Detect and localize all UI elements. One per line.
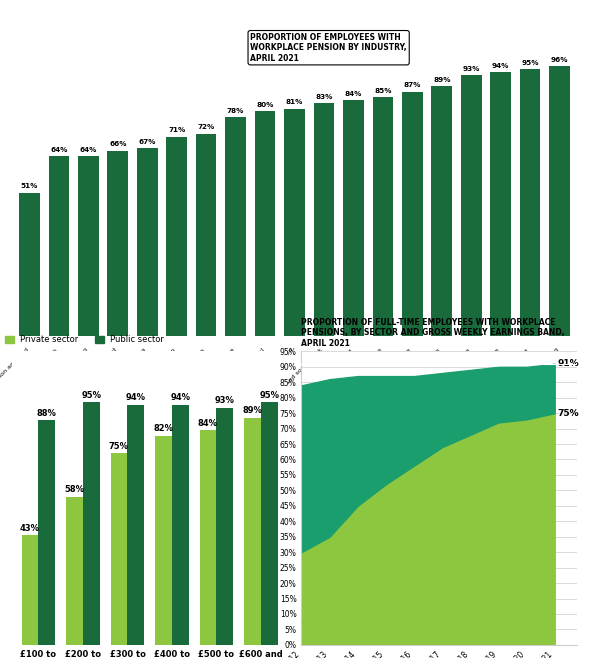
Text: Health and social work: Health and social work	[270, 347, 324, 401]
Text: Arts and entertainment: Arts and entertainment	[62, 347, 118, 403]
Bar	[172, 405, 189, 645]
Bar	[155, 436, 172, 645]
Text: 88%: 88%	[37, 409, 57, 418]
Bar	[78, 157, 98, 336]
Text: Agriculture, forestry and fishing: Agriculture, forestry and fishing	[14, 347, 88, 421]
Text: 89%: 89%	[243, 406, 262, 415]
Bar	[111, 453, 127, 645]
Text: 96%: 96%	[551, 57, 568, 63]
Text: 94%: 94%	[492, 63, 509, 68]
Bar	[127, 405, 144, 645]
Text: 64%: 64%	[50, 147, 68, 153]
Text: 75%: 75%	[109, 442, 129, 451]
Legend: Private sector, Public sector: Private sector, Public sector	[2, 332, 168, 347]
Bar	[431, 86, 452, 336]
Text: Transport and storage: Transport and storage	[330, 347, 383, 400]
Bar	[137, 148, 157, 336]
Text: 91%: 91%	[558, 359, 579, 368]
Text: 95%: 95%	[81, 391, 101, 400]
Text: 85%: 85%	[374, 88, 392, 94]
Text: 58%: 58%	[65, 486, 84, 494]
Bar	[313, 103, 334, 336]
Bar	[549, 66, 570, 336]
Text: 72%: 72%	[197, 124, 215, 130]
Text: 95%: 95%	[259, 391, 279, 400]
Bar	[343, 100, 363, 336]
Bar	[83, 403, 100, 645]
Bar	[200, 430, 216, 645]
Text: 80%: 80%	[256, 102, 274, 108]
Bar	[196, 134, 217, 336]
Text: 43%: 43%	[20, 524, 40, 532]
Text: 94%: 94%	[170, 393, 190, 403]
Text: 66%: 66%	[109, 141, 127, 147]
Bar	[19, 193, 39, 336]
Bar	[244, 418, 261, 645]
Text: Defence: Defence	[479, 347, 501, 369]
Text: 84%: 84%	[345, 91, 362, 97]
Text: 82%: 82%	[154, 424, 174, 433]
Text: Wholesale, retail and repair of vehicles: Wholesale, retail and repair of vehicles	[115, 347, 206, 438]
Text: 84%: 84%	[198, 419, 218, 428]
Text: Education: Education	[416, 347, 442, 373]
Bar	[38, 420, 55, 645]
Bar	[254, 111, 275, 336]
Text: 95%: 95%	[521, 60, 539, 66]
Text: 71%: 71%	[168, 127, 186, 134]
Bar	[66, 497, 83, 645]
Text: Real estate: Real estate	[207, 347, 236, 376]
Bar	[216, 407, 233, 645]
Text: Professional, scientific and technical: Professional, scientific and technical	[181, 347, 265, 432]
Text: Financial and insurance: Financial and insurance	[415, 347, 471, 403]
Bar	[48, 157, 70, 336]
Text: PROPORTION OF FULL-TIME EMPLOYEES WITH WORKPLACE
PENSIONS, BY SECTOR AND GROSS W: PROPORTION OF FULL-TIME EMPLOYEES WITH W…	[302, 318, 565, 348]
Text: Admin: Admin	[41, 347, 59, 365]
Text: Electricity, gas, steam and air conditioning: Electricity, gas, steam and air conditio…	[461, 347, 560, 446]
Text: 93%: 93%	[462, 66, 480, 72]
Bar	[520, 69, 541, 336]
Bar	[373, 97, 393, 336]
Bar	[402, 91, 422, 336]
Text: 83%: 83%	[315, 93, 333, 99]
Text: Other activities: Other activities	[110, 347, 147, 385]
Bar	[490, 72, 511, 336]
Text: 89%: 89%	[433, 77, 451, 83]
Text: 51%: 51%	[21, 184, 38, 190]
Text: 67%: 67%	[138, 139, 156, 145]
Text: Construction: Construction	[145, 347, 177, 379]
Bar	[284, 109, 305, 336]
Text: 94%: 94%	[126, 393, 146, 403]
Text: 81%: 81%	[286, 99, 303, 105]
Text: Information and communication: Information and communication	[219, 347, 294, 422]
Text: Manufacturing: Manufacturing	[317, 347, 353, 383]
Text: 93%: 93%	[215, 396, 235, 405]
Bar	[261, 403, 278, 645]
Bar	[225, 117, 246, 336]
Bar	[107, 151, 128, 336]
Text: Accommodation and food: Accommodation and food	[0, 347, 29, 408]
Bar	[22, 535, 38, 645]
Text: Water supply, sewerage and waste: Water supply, sewerage and waste	[330, 347, 412, 429]
Text: PROPORTION OF EMPLOYEES WITH
WORKPLACE PENSION BY INDUSTRY,
APRIL 2021: PROPORTION OF EMPLOYEES WITH WORKPLACE P…	[250, 33, 407, 63]
Text: 78%: 78%	[227, 108, 244, 114]
Text: 75%: 75%	[558, 409, 579, 418]
Bar	[166, 137, 187, 336]
Bar	[461, 75, 481, 336]
Text: 87%: 87%	[403, 82, 421, 88]
Text: 64%: 64%	[80, 147, 97, 153]
Text: Quarrying: Quarrying	[504, 347, 530, 373]
